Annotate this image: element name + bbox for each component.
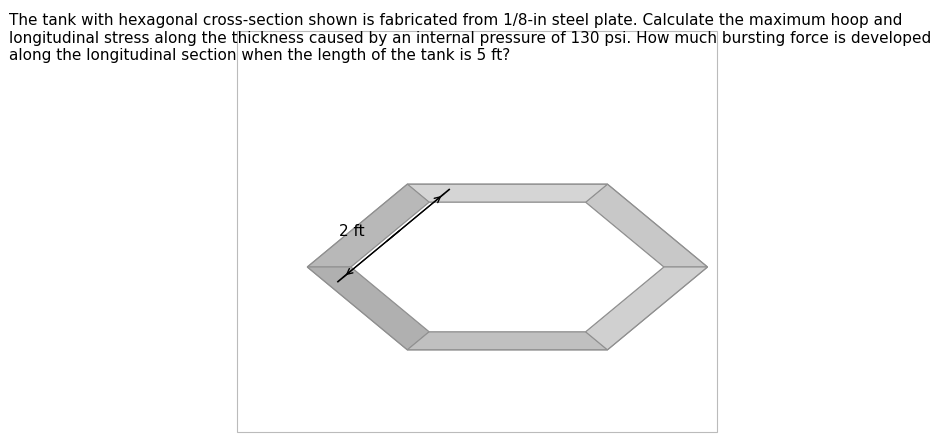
Polygon shape (407, 332, 608, 350)
Polygon shape (307, 267, 429, 350)
Polygon shape (408, 184, 608, 202)
Polygon shape (586, 184, 708, 267)
Polygon shape (307, 184, 429, 267)
Polygon shape (351, 202, 664, 332)
FancyBboxPatch shape (237, 31, 717, 432)
Text: 2 ft: 2 ft (339, 224, 364, 239)
Text: The tank with hexagonal cross-section shown is fabricated from 1/8-in steel plat: The tank with hexagonal cross-section sh… (9, 13, 931, 63)
Polygon shape (586, 267, 708, 350)
